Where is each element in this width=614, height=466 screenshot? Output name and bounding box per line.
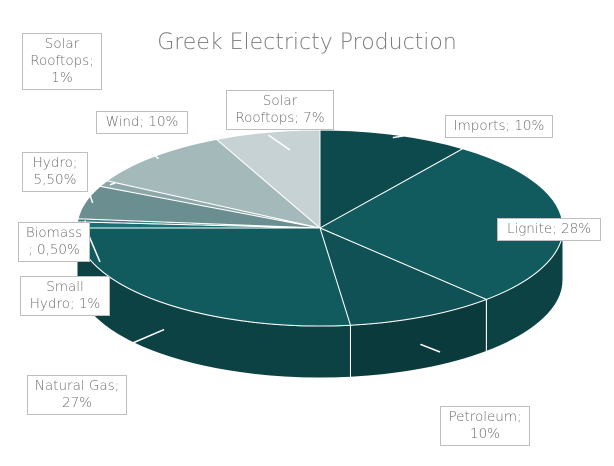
data-label: Wind; 10%: [96, 111, 188, 134]
leader-line: [268, 134, 291, 151]
leader-line: [109, 182, 116, 186]
data-label: Imports; 10%: [445, 115, 553, 138]
leader-line: [392, 129, 441, 139]
chart-title: Greek Electricty Production: [157, 30, 457, 55]
data-label: Petroleum; 10%: [440, 406, 530, 446]
data-label: Lignite; 28%: [497, 218, 601, 241]
slice: [105, 138, 321, 229]
data-label: Solar Rooftops; 1%: [22, 33, 102, 90]
data-label: Natural Gas; 27%: [27, 375, 127, 415]
leader-line: [149, 151, 160, 160]
leader-line: [89, 194, 94, 204]
slice: [319, 129, 465, 229]
slice: [319, 227, 488, 326]
data-label: Solar Rooftops; 7%: [226, 90, 334, 130]
data-label: Small Hydro; 1%: [20, 276, 110, 316]
data-label: Hydro; 5,50%: [22, 152, 88, 192]
leader-line: [127, 328, 165, 346]
slice: [215, 129, 321, 230]
leader-line: [420, 343, 441, 353]
data-label: Biomass ; 0,50%: [18, 222, 90, 262]
